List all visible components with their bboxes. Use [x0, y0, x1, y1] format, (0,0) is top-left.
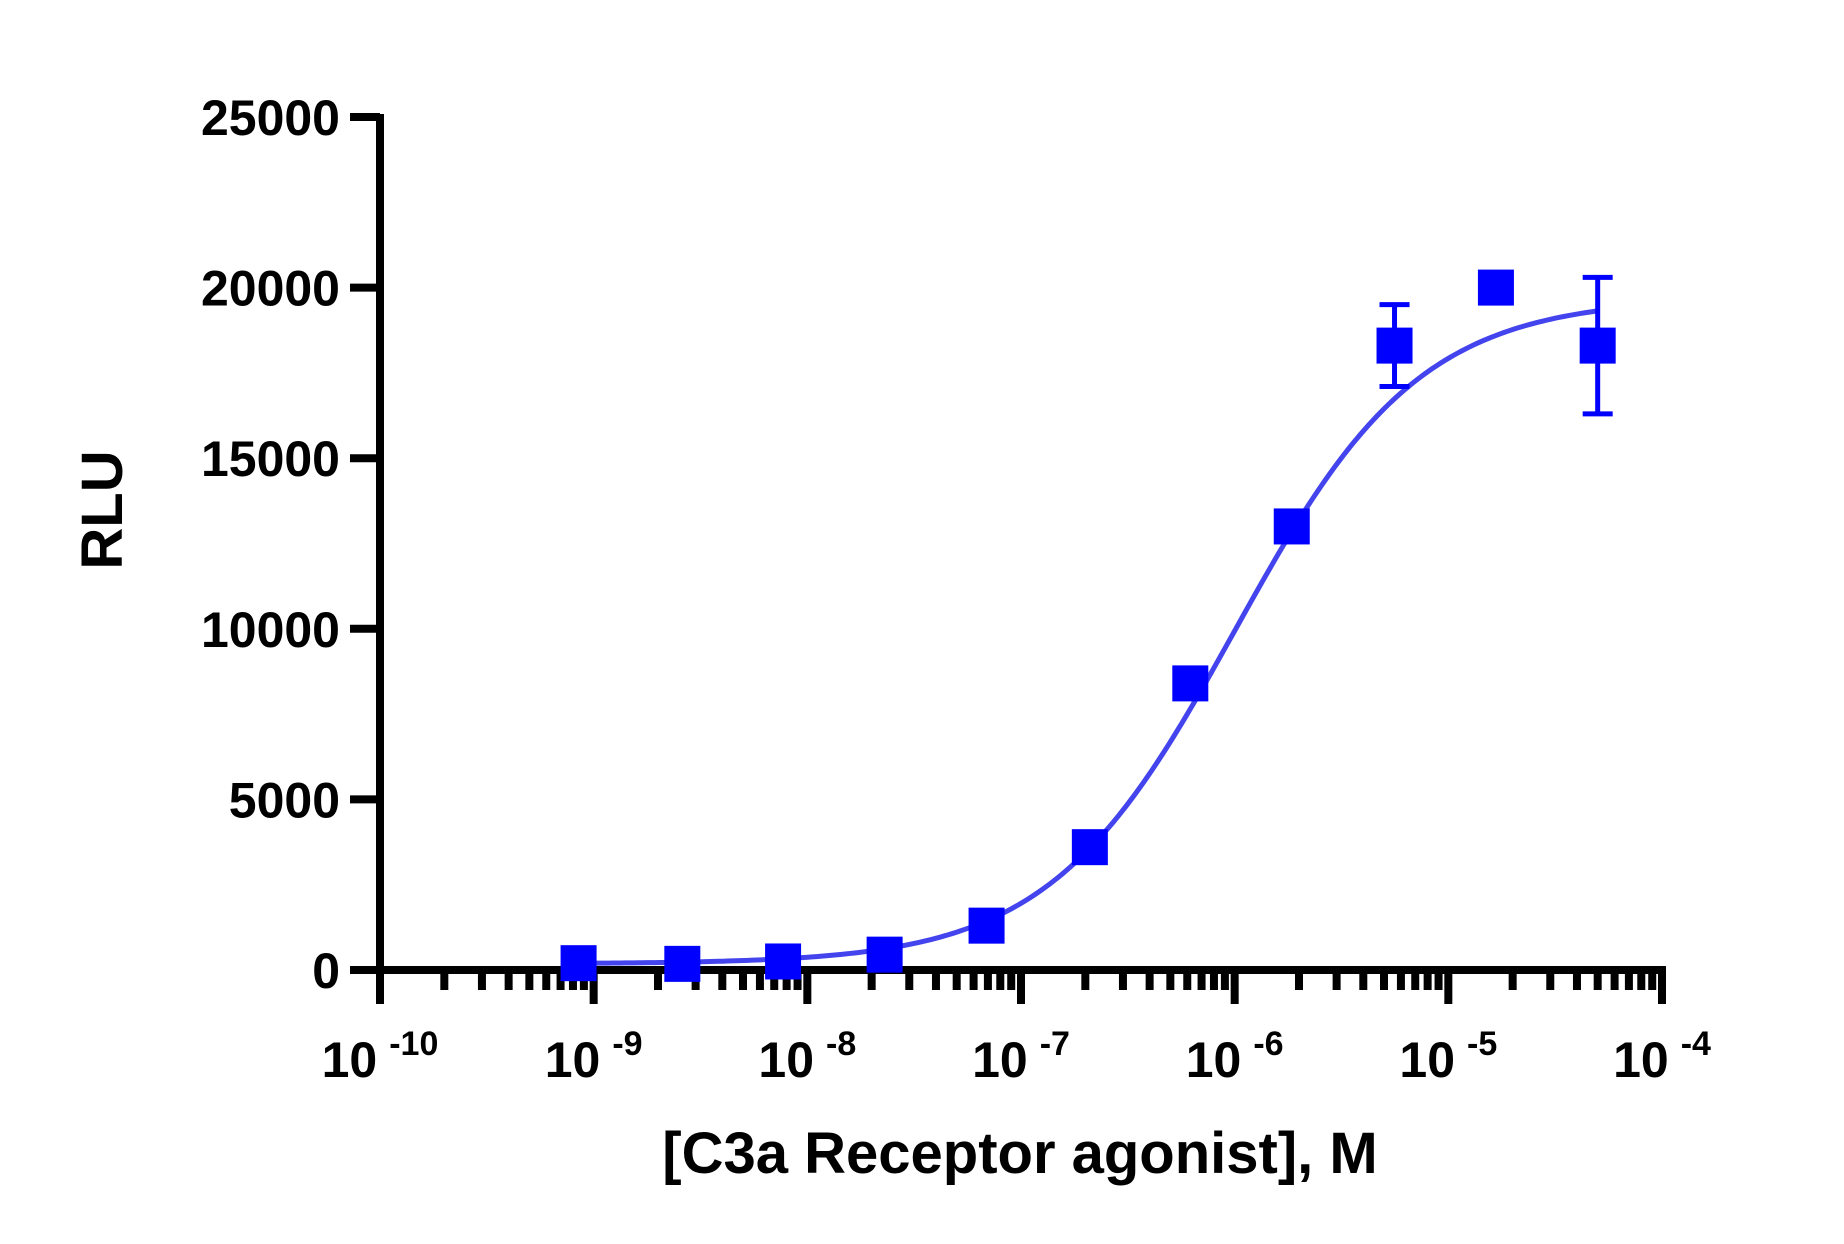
axes — [376, 114, 1666, 974]
x-tick-exponent: -6 — [1253, 1025, 1283, 1063]
x-tick-base: 10 — [1613, 1032, 1669, 1088]
x-tick-base: 10 — [1186, 1032, 1242, 1088]
data-point — [968, 907, 1005, 944]
data-point — [1579, 327, 1616, 364]
y-tick-label: 25000 — [201, 90, 340, 146]
fit-curve — [578, 308, 1599, 966]
x-tick-base: 10 — [545, 1032, 601, 1088]
x-tick-base: 10 — [758, 1032, 814, 1088]
x-axis-title: [C3a Receptor agonist], M — [662, 1121, 1377, 1186]
x-tick-exponent: -10 — [389, 1025, 438, 1063]
x-tick-label: 10 -10 — [322, 1025, 439, 1088]
data-point — [1376, 327, 1413, 364]
data-point — [664, 945, 701, 982]
data-point — [866, 936, 903, 973]
x-tick-base: 10 — [1399, 1032, 1455, 1088]
x-tick-exponent: -9 — [612, 1025, 642, 1063]
data-point — [1477, 269, 1514, 306]
data-point — [1172, 665, 1209, 702]
y-tick-label: 10000 — [201, 602, 340, 658]
y-tick-label: 0 — [312, 943, 340, 999]
y-tick-label: 15000 — [201, 431, 340, 487]
x-tick-exponent: -8 — [826, 1025, 856, 1063]
x-tick-exponent: -7 — [1040, 1025, 1070, 1063]
x-tick-label: 10 -5 — [1399, 1025, 1497, 1088]
data-points — [560, 269, 1616, 982]
x-tick-label: 10 -8 — [758, 1025, 856, 1088]
x-tick-exponent: -4 — [1681, 1025, 1711, 1063]
x-tick-base: 10 — [322, 1032, 378, 1088]
data-point — [1071, 829, 1108, 866]
fit-curve-layer — [578, 308, 1599, 966]
y-tick-label: 5000 — [229, 772, 340, 828]
y-tick-label: 20000 — [201, 261, 340, 317]
y-axis-title: RLU — [70, 450, 135, 569]
x-tick-label: 10 -6 — [1186, 1025, 1284, 1088]
x-tick-label: 10 -4 — [1613, 1025, 1711, 1088]
x-tick-label: 10 -7 — [972, 1025, 1070, 1088]
data-point — [1273, 508, 1310, 545]
data-point — [765, 943, 802, 980]
x-tick-exponent: -5 — [1467, 1025, 1497, 1063]
x-tick-label: 10 -9 — [545, 1025, 643, 1088]
x-tick-base: 10 — [972, 1032, 1028, 1088]
data-point — [560, 945, 597, 982]
axis-ticks — [350, 113, 1666, 1004]
